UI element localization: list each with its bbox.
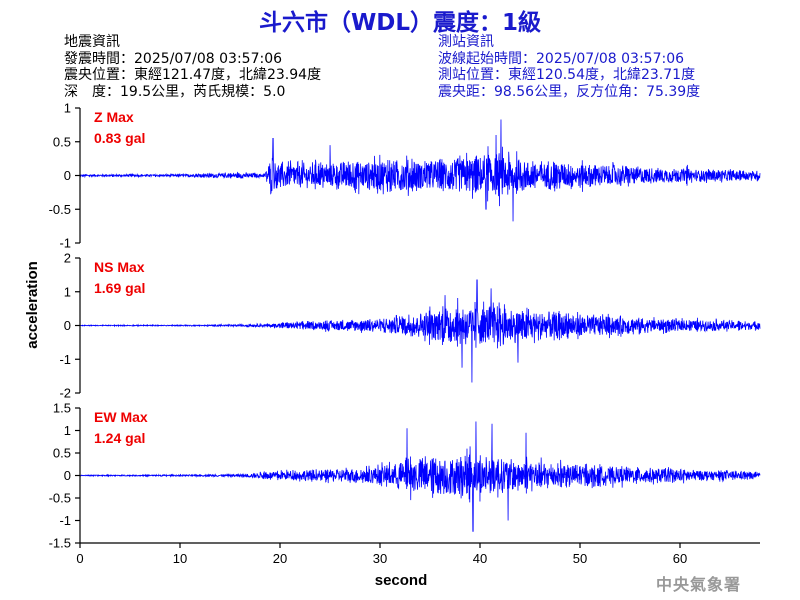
x-tick-label: 10 [173,551,187,566]
y-tick-label-ew: 1 [64,423,71,438]
y-axis-label: acceleration [24,261,41,349]
y-tick-label-ew: 0 [64,468,71,483]
max-title-ns: NS Max [94,259,145,275]
x-tick-label: 30 [373,551,387,566]
waveform-z [79,119,761,222]
y-tick-label-ns: -1 [59,352,71,367]
wave-start-time: 波線起始時間：2025/07/08 03:57:06 [438,50,685,67]
y-tick-label-ns: 2 [64,251,71,266]
distance-azimuth: 震央距：98.56公里，反方位角：75.39度 [438,83,701,100]
y-tick-label-ew: -0.5 [49,491,71,506]
page-title: 斗六市（WDL）震度：1級 [258,10,542,36]
x-axis-label: second [375,572,428,589]
epicenter-location: 震央位置：東經121.47度，北緯23.94度 [64,67,322,83]
station-location: 測站位置：東經120.54度，北緯23.71度 [438,67,696,83]
y-tick-label-ew: 1.5 [53,401,71,416]
y-tick-label-ns: 1 [64,284,71,299]
y-tick-label-ew: -1 [59,513,71,528]
max-value-ns: 1.69 gal [94,280,145,296]
earthquake-info-heading: 地震資訊 [64,34,120,50]
y-tick-label-z: 1 [64,101,71,116]
y-tick-label-ns: 0 [64,318,71,333]
max-value-ew: 1.24 gal [94,430,145,446]
waveform-ew [79,421,761,532]
y-tick-label-z: 0 [64,168,71,183]
max-title-z: Z Max [94,109,134,125]
y-tick-label-z: -0.5 [49,202,71,217]
y-tick-label-ew: -1.5 [49,536,71,551]
station-info: 測站資訊 波線起始時間：2025/07/08 03:57:06 測站位置：東經1… [438,34,700,100]
x-tick-label: 50 [573,551,587,566]
waveform-ns [79,279,761,383]
origin-time: 發震時間：2025/07/08 03:57:06 [64,50,283,67]
x-tick-label: 60 [673,551,687,566]
y-tick-label-ns: -2 [59,386,71,401]
x-tick-label: 0 [76,551,83,566]
agency-footer: 中央氣象署 [656,575,742,594]
y-tick-label-ew: 0.5 [53,446,71,461]
y-tick-label-z: -1 [59,236,71,251]
depth-magnitude: 深 度：19.5公里，芮氏規模：5.0 [64,83,286,100]
earthquake-info: 地震資訊 發震時間：2025/07/08 03:57:06 震央位置：東經121… [64,34,321,100]
station-info-heading: 測站資訊 [438,34,494,50]
y-tick-label-z: 0.5 [53,134,71,149]
x-tick-label: 40 [473,551,487,566]
max-value-z: 0.83 gal [94,130,145,146]
max-title-ew: EW Max [94,409,148,425]
x-tick-label: 20 [273,551,287,566]
